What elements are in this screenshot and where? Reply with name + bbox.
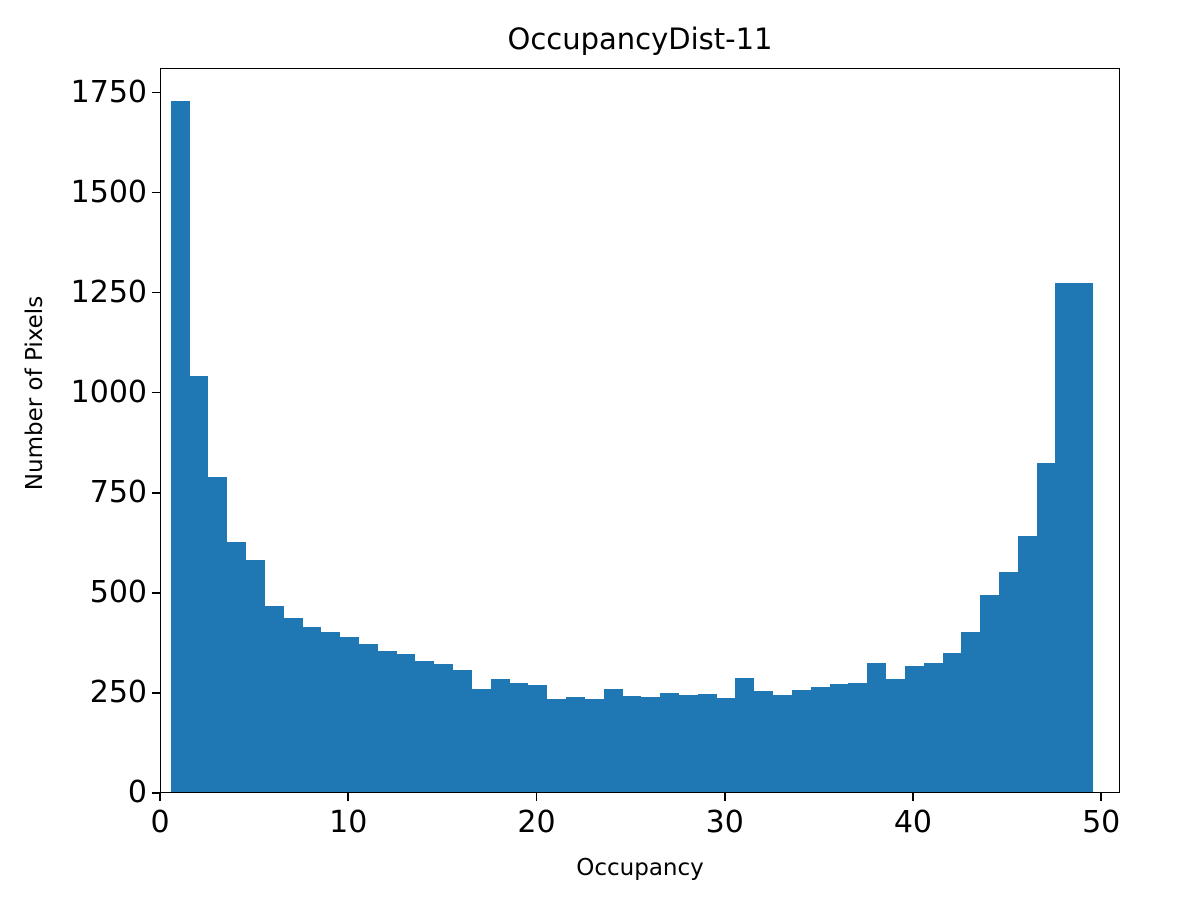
histogram-bar — [603, 689, 623, 792]
x-tick-label: 10 — [329, 805, 368, 840]
histogram-bar — [509, 683, 529, 792]
x-tick-mark — [347, 793, 350, 801]
histogram-bar — [340, 637, 359, 792]
y-tick-mark — [152, 291, 160, 294]
histogram-bars — [161, 69, 1119, 792]
y-tick-mark — [152, 491, 160, 494]
histogram-bar — [264, 605, 284, 792]
y-tick-label: 250 — [89, 674, 147, 710]
y-tick-mark — [152, 391, 160, 394]
plot-area — [160, 68, 1120, 793]
x-tick-label: 30 — [705, 805, 744, 840]
histogram-bar — [773, 695, 792, 792]
histogram-bar — [547, 699, 567, 792]
histogram-bar — [735, 677, 755, 792]
histogram-bar — [641, 696, 661, 792]
y-tick-label: 500 — [89, 574, 147, 610]
y-tick-label: 1250 — [70, 274, 147, 310]
histogram-bar — [246, 559, 265, 792]
chart-title: OccupancyDist-11 — [507, 22, 773, 56]
histogram-bar — [679, 694, 698, 792]
histogram-bar — [302, 627, 322, 792]
histogram-bar — [377, 650, 397, 792]
x-tick-mark — [535, 793, 538, 801]
histogram-bar — [961, 631, 981, 792]
y-tick-label: 0 — [127, 775, 147, 810]
histogram-bar — [1074, 283, 1094, 792]
x-axis: 0 10 20 30 40 50 Occupancy — [150, 793, 1120, 893]
histogram-bar — [886, 679, 905, 792]
histogram-bar — [660, 693, 679, 792]
histogram-bar — [716, 697, 736, 792]
histogram-bar — [923, 663, 943, 792]
histogram-bar — [227, 542, 247, 792]
x-tick-label: 0 — [150, 805, 170, 840]
histogram-bar — [490, 678, 510, 792]
histogram-bar — [1017, 535, 1037, 792]
histogram-bar — [848, 683, 868, 792]
histogram-bar — [942, 652, 962, 792]
histogram-bar — [321, 631, 341, 792]
y-tick-mark — [152, 792, 160, 794]
x-tick-mark — [159, 793, 161, 801]
y-tick-mark — [152, 191, 160, 194]
histogram-bar — [980, 594, 999, 792]
y-tick-mark — [152, 691, 160, 694]
x-tick-label: 20 — [517, 805, 556, 840]
histogram-bar — [904, 665, 924, 792]
y-tick-label: 1750 — [70, 74, 147, 110]
x-tick-label: 40 — [893, 805, 933, 840]
y-tick-mark — [152, 591, 160, 594]
histogram-bar — [791, 689, 811, 792]
histogram-bar — [622, 695, 642, 792]
x-axis-label: Occupancy — [576, 855, 704, 881]
histogram-bar — [1055, 283, 1075, 792]
y-tick-mark — [152, 91, 160, 94]
y-tick-label: 750 — [89, 474, 147, 510]
histogram-bar — [566, 697, 585, 792]
x-tick-mark — [1100, 793, 1102, 801]
y-axis: Number of Pixels 0 250 500 750 1000 1250 1500 1… — [0, 68, 160, 810]
histogram-bar — [754, 691, 774, 792]
histogram-bar — [471, 688, 491, 792]
histogram-bar — [697, 693, 717, 792]
histogram-bar — [1036, 463, 1056, 792]
x-tick-label: 50 — [1082, 805, 1121, 840]
histogram-bar — [999, 571, 1018, 792]
histogram-bar — [829, 683, 849, 792]
histogram-bar — [434, 663, 454, 792]
x-tick-mark — [723, 793, 726, 801]
y-axis-label: Number of Pixels — [22, 295, 48, 491]
histogram-bar — [359, 643, 378, 792]
histogram-bar — [170, 100, 190, 792]
y-tick-label: 1000 — [70, 374, 147, 410]
x-tick-mark — [912, 793, 914, 801]
histogram-bar — [208, 477, 228, 792]
histogram-bar — [528, 685, 548, 792]
histogram-bar — [584, 699, 604, 792]
histogram-bar — [189, 375, 209, 792]
histogram-bar — [283, 617, 303, 792]
histogram-bar — [867, 663, 887, 792]
y-tick-label: 1500 — [70, 174, 147, 210]
histogram-bar — [396, 654, 416, 792]
histogram-bar — [415, 660, 435, 792]
histogram-bar — [453, 670, 472, 792]
histogram-bar — [810, 687, 830, 792]
